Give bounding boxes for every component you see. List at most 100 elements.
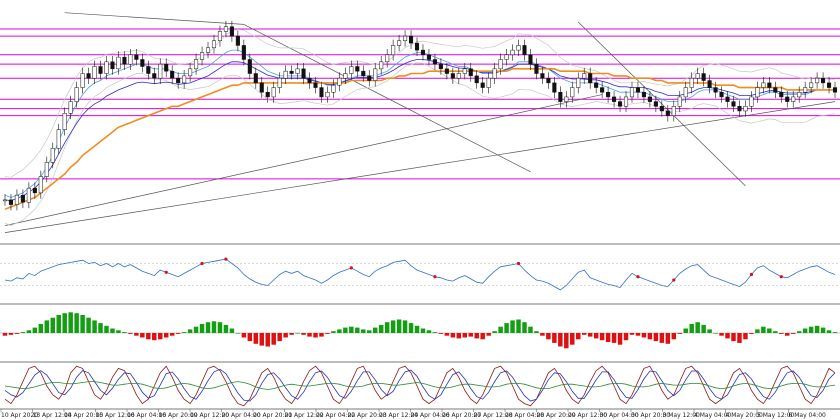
candle	[319, 87, 324, 98]
macd-bar	[367, 330, 372, 333]
candle	[283, 70, 288, 79]
candle	[749, 96, 754, 107]
candle	[755, 87, 760, 98]
macd-bar	[253, 333, 259, 344]
x-tick-label: 29 Apr 12:00	[568, 412, 607, 419]
macd-bar	[689, 324, 694, 333]
macd-pane	[0, 312, 840, 349]
macd-bar	[623, 333, 629, 341]
candle	[827, 82, 832, 88]
candle	[647, 96, 652, 102]
candle	[432, 59, 437, 65]
macd-bar	[767, 328, 772, 333]
candle	[582, 73, 587, 79]
candle	[677, 96, 682, 107]
candle	[791, 96, 796, 102]
macd-bar	[259, 333, 264, 346]
candle	[534, 63, 539, 74]
macd-bar	[432, 332, 438, 333]
macd-bar	[570, 333, 575, 345]
x-tick-label: 13 Apr 12:00	[33, 412, 72, 419]
candle	[205, 47, 211, 53]
macd-bar	[163, 333, 169, 338]
macd-bar	[319, 333, 324, 337]
macd-bar	[235, 333, 241, 334]
macd-bar	[110, 328, 115, 333]
rsi-signal-dot	[516, 261, 521, 266]
macd-bar	[175, 333, 181, 334]
candle	[570, 87, 575, 98]
candle	[737, 106, 742, 112]
macd-bar	[605, 333, 611, 342]
candle	[612, 96, 617, 102]
candle	[815, 77, 820, 84]
candle	[32, 187, 37, 194]
macd-bar	[647, 333, 653, 340]
candle	[665, 110, 670, 116]
macd-bar	[510, 320, 515, 333]
candle	[456, 73, 461, 79]
macd-bar	[426, 330, 432, 333]
x-tick-label: 6 May 04:00	[789, 412, 827, 419]
macd-bar	[146, 333, 151, 340]
x-tick-label: 24 Apr 04:00	[411, 412, 450, 419]
candle	[420, 49, 426, 56]
candle	[725, 96, 730, 102]
candle	[307, 77, 312, 84]
macd-bar	[546, 333, 551, 340]
macd-bar	[44, 320, 50, 333]
candle	[385, 54, 390, 63]
macd-bar	[241, 333, 247, 338]
macd-bar	[116, 330, 121, 333]
candle	[247, 59, 252, 74]
candle	[743, 106, 748, 112]
candle	[576, 77, 581, 88]
candle	[223, 26, 228, 32]
rsi-signal-dot	[200, 261, 204, 266]
candle	[450, 73, 455, 79]
macd-bar	[211, 321, 217, 333]
macd-bar	[808, 326, 814, 333]
candle	[74, 87, 79, 102]
candle	[594, 82, 599, 88]
candle	[211, 40, 217, 49]
candle	[217, 31, 222, 42]
macd-bar	[199, 324, 205, 333]
candle	[134, 54, 139, 60]
macd-bar	[790, 333, 796, 334]
macd-bar	[826, 330, 832, 333]
macd-bar	[665, 333, 671, 344]
macd-bar	[480, 333, 485, 340]
macd-bar	[295, 333, 300, 334]
rsi-signal-dot	[636, 275, 640, 279]
candle	[194, 59, 199, 70]
candle	[379, 61, 384, 70]
macd-bar	[653, 333, 659, 342]
x-tick-label: 16 Apr 04:00	[127, 412, 166, 419]
macd-bar	[104, 325, 109, 333]
macd-bar	[462, 333, 468, 338]
macd-bar	[832, 332, 838, 333]
macd-bar	[731, 333, 736, 342]
macd-bar	[62, 313, 67, 333]
macd-bar	[181, 332, 187, 333]
macd-bar	[707, 329, 712, 333]
x-tick-label: 14 Apr 20:00	[64, 412, 103, 419]
macd-bar	[128, 333, 133, 334]
candle	[785, 96, 790, 102]
macd-bar	[80, 315, 85, 333]
candle	[176, 77, 181, 84]
candle	[14, 194, 19, 205]
candle	[671, 106, 676, 116]
macd-bar	[743, 333, 748, 340]
candle	[152, 73, 157, 79]
candle	[492, 68, 497, 79]
macd-bar	[456, 333, 462, 339]
macd-bar	[671, 333, 677, 340]
candle	[122, 56, 127, 65]
candle	[504, 54, 509, 60]
x-tick-label: 22 Apr 04:00	[316, 412, 355, 419]
x-tick-label: 3 May 12:00	[663, 412, 701, 419]
candle	[182, 75, 187, 84]
